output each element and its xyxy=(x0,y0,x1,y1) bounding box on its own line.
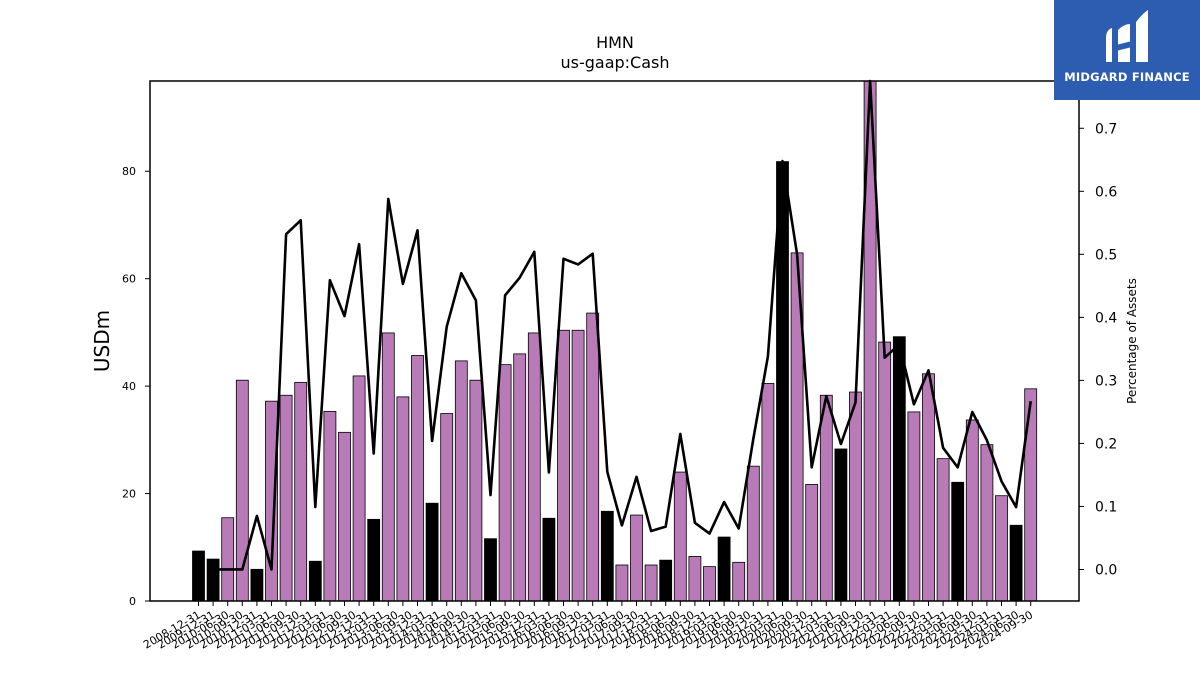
bar xyxy=(469,379,483,602)
bar xyxy=(367,518,381,602)
bar xyxy=(980,444,994,602)
bar xyxy=(396,396,410,602)
plot-frame xyxy=(149,80,1080,602)
bar xyxy=(352,375,366,602)
bar xyxy=(965,419,979,602)
bar xyxy=(381,332,395,602)
bar xyxy=(484,538,497,602)
bar xyxy=(308,560,322,602)
bar xyxy=(440,413,454,602)
bar xyxy=(600,510,614,602)
y-tick-label: 20 xyxy=(122,488,136,501)
y-tick-label: 60 xyxy=(122,273,136,286)
bar xyxy=(586,312,600,602)
bar xyxy=(922,373,935,602)
y-axis-left: 0 20 40 60 80 xyxy=(122,165,150,608)
bar xyxy=(936,458,950,602)
y-tick-label: 0 xyxy=(129,595,136,608)
bar xyxy=(732,561,746,602)
bar xyxy=(834,448,848,602)
y2-tick-label: 0.1 xyxy=(1095,499,1117,515)
bar xyxy=(206,558,220,602)
percent-line-series xyxy=(213,79,1032,571)
bar xyxy=(892,336,906,602)
bar xyxy=(746,465,760,602)
y2-tick-label: 0.4 xyxy=(1095,310,1117,326)
bar xyxy=(703,566,716,602)
bar xyxy=(498,364,512,602)
bar xyxy=(761,383,775,602)
chart-title: HMN xyxy=(596,33,634,52)
brand-logo: MIDGARD FINANCE xyxy=(1054,0,1200,100)
bar xyxy=(644,564,658,602)
bar xyxy=(571,329,585,602)
bar xyxy=(1009,524,1023,602)
bar xyxy=(907,411,921,602)
bar xyxy=(995,495,1008,602)
bar xyxy=(192,550,205,602)
y-tick-label: 80 xyxy=(122,165,136,178)
bar xyxy=(557,329,570,602)
y2-tick-label: 0.6 xyxy=(1095,184,1117,200)
bar xyxy=(338,431,351,602)
bar xyxy=(659,559,673,602)
percent-line xyxy=(213,79,1032,571)
bar xyxy=(425,502,439,602)
bar xyxy=(527,332,541,602)
y2-tick-label: 0.7 xyxy=(1095,121,1117,137)
bar xyxy=(717,536,731,602)
bar xyxy=(878,341,892,602)
bar xyxy=(1024,388,1038,602)
y2-tick-label: 0.5 xyxy=(1095,247,1117,263)
bar xyxy=(673,471,687,602)
bar xyxy=(819,394,833,602)
bar xyxy=(294,381,308,602)
bar xyxy=(221,517,235,602)
y2-tick-label: 0.3 xyxy=(1095,373,1117,389)
y2-axis-label: Percentage of Assets xyxy=(1125,278,1139,404)
bar xyxy=(805,484,819,602)
bar xyxy=(688,556,702,602)
bar xyxy=(542,517,556,602)
x-axis: 2008-12-312009-12-312010-06-302010-09-30… xyxy=(141,601,1035,652)
y2-tick-label: 0.2 xyxy=(1095,436,1117,452)
chart-subtitle: us-gaap:Cash xyxy=(560,53,669,72)
bar xyxy=(513,353,527,602)
bar xyxy=(279,394,293,602)
bar xyxy=(615,564,629,602)
brand-name: MIDGARD FINANCE xyxy=(1064,70,1190,84)
bar xyxy=(454,360,468,602)
bar xyxy=(630,514,643,602)
brand-mark-icon xyxy=(1106,10,1148,62)
bar xyxy=(411,355,424,602)
bar-series xyxy=(192,80,1038,602)
bar xyxy=(849,391,862,602)
y-axis-right: 0.0 0.1 0.2 0.3 0.4 0.5 0.6 0.7 xyxy=(1079,121,1117,578)
bar xyxy=(951,481,965,602)
y2-tick-label: 0.0 xyxy=(1095,562,1117,578)
bar xyxy=(250,568,264,602)
bar xyxy=(323,410,337,602)
y-tick-label: 40 xyxy=(122,380,136,393)
y-axis-label: USDm xyxy=(90,310,114,372)
